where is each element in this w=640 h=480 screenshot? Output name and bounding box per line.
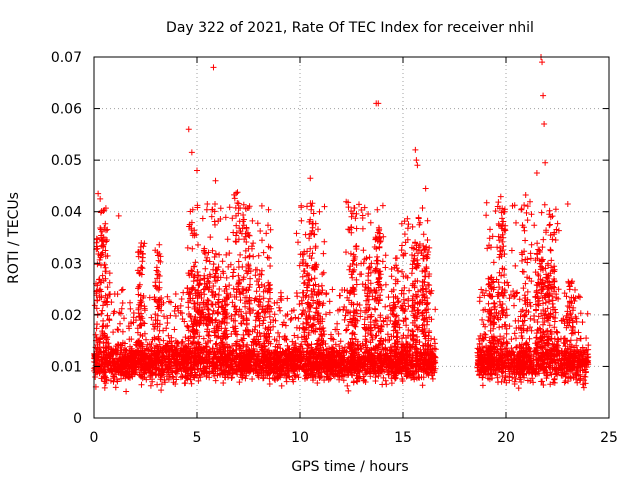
y-tick-label: 0 bbox=[73, 411, 82, 427]
x-tick-label: 0 bbox=[90, 430, 99, 446]
roti-outlier-point bbox=[97, 195, 104, 202]
x-tick-label: 15 bbox=[394, 430, 412, 446]
roti-outlier-point bbox=[414, 162, 421, 169]
chart-title: Day 322 of 2021, Rate Of TEC Index for r… bbox=[166, 20, 534, 36]
roti-outlier-point bbox=[540, 92, 547, 99]
y-tick-label: 0.06 bbox=[51, 102, 82, 118]
roti-outlier-point bbox=[188, 149, 195, 156]
x-tick-label: 10 bbox=[291, 430, 309, 446]
roti-outlier-point bbox=[375, 100, 382, 107]
x-tick-label: 25 bbox=[600, 430, 618, 446]
roti-outlier-point bbox=[564, 200, 571, 207]
roti-outlier-point bbox=[533, 170, 540, 177]
roti-outlier-point bbox=[210, 64, 217, 71]
x-tick-label: 20 bbox=[497, 430, 515, 446]
roti-outlier-point bbox=[546, 211, 553, 218]
roti-outlier-point bbox=[412, 146, 419, 153]
roti-point-cloud bbox=[91, 189, 592, 395]
roti-outlier-point bbox=[95, 190, 102, 197]
data-points bbox=[91, 54, 592, 395]
y-tick-label: 0.05 bbox=[51, 153, 82, 169]
roti-outlier-point bbox=[494, 203, 501, 210]
y-tick-label: 0.04 bbox=[51, 205, 82, 221]
y-tick-label: 0.02 bbox=[51, 308, 82, 324]
y-tick-label: 0.07 bbox=[51, 50, 82, 66]
x-axis-label: GPS time / hours bbox=[291, 459, 408, 475]
plot-frame bbox=[93, 56, 610, 419]
roti-outlier-point bbox=[539, 59, 546, 66]
roti-outlier-point bbox=[185, 126, 192, 133]
y-axis-label: ROTI / TECUs bbox=[6, 192, 22, 284]
roti-outlier-point bbox=[115, 212, 122, 219]
roti-outlier-point bbox=[194, 167, 200, 174]
y-tick-label: 0.01 bbox=[51, 359, 82, 375]
tick-labels: 0 5 10 15 20 25 0 0.01 0.02 0.03 0.04 0.05 0.06 0.07 bbox=[51, 50, 618, 446]
roti-outlier-point bbox=[212, 177, 219, 184]
x-tick-label: 5 bbox=[193, 430, 202, 446]
roti-outlier-point bbox=[541, 121, 548, 128]
roti-outlier-point bbox=[413, 157, 420, 164]
roti-outlier-point bbox=[422, 185, 429, 192]
axis-ticks bbox=[93, 56, 610, 419]
y-tick-label: 0.03 bbox=[51, 256, 82, 272]
roti-outlier-point bbox=[542, 159, 549, 166]
roti-outlier-point bbox=[307, 175, 314, 182]
